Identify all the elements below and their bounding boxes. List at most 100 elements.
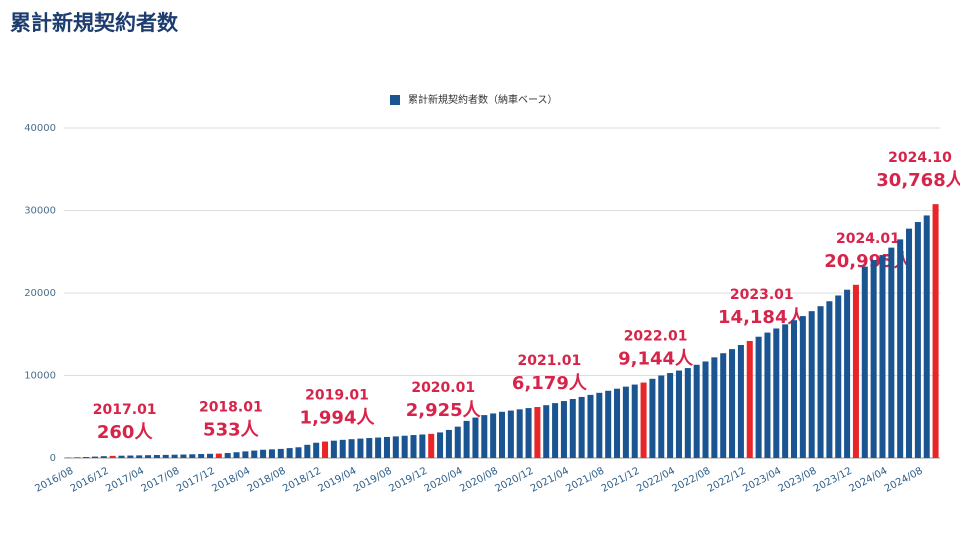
- bar: [614, 388, 621, 458]
- bar: [490, 413, 497, 458]
- bar: [463, 420, 470, 458]
- bar: [401, 435, 408, 458]
- bar: [215, 453, 222, 458]
- bar: [906, 228, 913, 458]
- bar: [357, 438, 364, 458]
- bar: [445, 429, 452, 458]
- bar: [914, 222, 921, 458]
- bar: [251, 450, 258, 458]
- bar: [596, 392, 603, 458]
- y-tick-label: 30000: [24, 206, 56, 217]
- bar: [242, 451, 249, 458]
- bar: [799, 316, 806, 458]
- bar: [525, 408, 532, 458]
- bar: [543, 405, 550, 458]
- x-tick-label: 2024/08: [883, 466, 925, 495]
- x-tick-label: 2016/08: [33, 466, 75, 495]
- value-label: 9,144人: [618, 349, 694, 370]
- bar: [322, 441, 329, 458]
- bar: [746, 340, 753, 458]
- x-tick-label: 2023/12: [812, 466, 854, 495]
- bar: [658, 375, 665, 458]
- x-tick-label: 2021/12: [600, 466, 642, 495]
- bar: [640, 382, 647, 458]
- y-tick-label: 20000: [24, 288, 56, 299]
- bar: [437, 432, 444, 458]
- value-label: 14,184人: [718, 307, 806, 328]
- x-tick-label: 2022/08: [670, 466, 712, 495]
- bar: [667, 373, 674, 458]
- bar: [587, 394, 594, 458]
- bar: [454, 426, 461, 458]
- bar: [162, 454, 169, 458]
- x-tick-label: 2019/04: [317, 466, 359, 495]
- annotation-date: 2018.01: [199, 400, 263, 416]
- bar: [720, 353, 727, 458]
- bar: [764, 332, 771, 458]
- bar: [383, 436, 390, 458]
- bar: [844, 289, 851, 458]
- bar: [711, 357, 718, 458]
- bar: [702, 361, 709, 458]
- bar: [631, 384, 638, 458]
- x-tick-label: 2017/08: [140, 466, 182, 495]
- bar: [419, 434, 426, 458]
- y-tick-label: 40000: [24, 123, 56, 134]
- bar: [835, 295, 842, 458]
- bar: [136, 455, 143, 458]
- bar: [790, 320, 798, 458]
- bar: [622, 386, 629, 458]
- bar: [808, 311, 815, 458]
- annotation-date: 2020.01: [411, 380, 475, 396]
- bar: [295, 447, 302, 458]
- bar: [498, 411, 506, 458]
- chart-title: 累計新規契約者数: [10, 11, 179, 35]
- bar: [684, 368, 691, 458]
- bar: [578, 396, 585, 458]
- x-tick-label: 2021/04: [529, 466, 571, 495]
- bar: [330, 440, 337, 458]
- bar: [693, 364, 700, 458]
- bar: [516, 409, 523, 458]
- value-label: 6,179人: [512, 373, 588, 394]
- x-tick-label: 2020/12: [494, 466, 536, 495]
- legend-swatch: [390, 95, 400, 105]
- bar: [268, 449, 275, 458]
- x-tick-label: 2020/08: [458, 466, 500, 495]
- x-tick-label: 2023/04: [741, 466, 783, 495]
- bar: [180, 454, 187, 458]
- bar: [109, 455, 116, 458]
- annotation-date: 2021.01: [518, 353, 582, 369]
- bar: [277, 448, 284, 458]
- bar: [286, 448, 293, 458]
- annotation-date: 2019.01: [305, 388, 369, 404]
- bar: [481, 415, 488, 458]
- bar: [552, 403, 559, 458]
- x-tick-label: 2019/12: [387, 466, 429, 495]
- annotation-date: 2024.01: [836, 231, 900, 247]
- bar: [897, 239, 904, 458]
- bar: [91, 456, 98, 458]
- bar: [83, 457, 90, 458]
- value-label: 2,925人: [406, 400, 482, 421]
- bar: [605, 390, 612, 458]
- bar: [737, 344, 744, 458]
- annotation-date: 2022.01: [624, 329, 688, 345]
- annotation-date: 2024.10: [888, 150, 952, 166]
- bar: [870, 260, 877, 458]
- bar: [171, 454, 178, 458]
- bar: [507, 410, 514, 458]
- bar: [118, 455, 125, 458]
- x-tick-label: 2022/12: [706, 466, 748, 495]
- bar: [189, 454, 196, 458]
- bar: [852, 284, 859, 458]
- bar: [826, 301, 833, 458]
- bar: [206, 453, 214, 458]
- bar: [861, 266, 868, 458]
- x-tick-label: 2021/08: [564, 466, 606, 495]
- bar: [755, 336, 762, 458]
- bar: [339, 439, 346, 458]
- y-tick-label: 10000: [24, 371, 56, 382]
- bar: [233, 452, 240, 458]
- value-label: 533人: [203, 420, 260, 441]
